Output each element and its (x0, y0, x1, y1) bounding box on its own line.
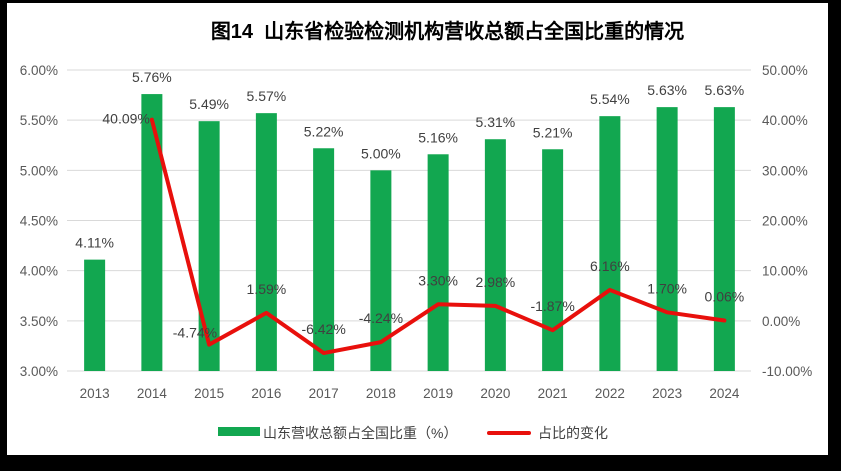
x-axis-label-2019: 2019 (423, 386, 453, 401)
x-axis-label-2024: 2024 (709, 386, 740, 401)
bar-value-label: 5.63% (705, 82, 745, 98)
x-axis-label-2022: 2022 (595, 386, 625, 401)
bar-2017 (313, 148, 335, 371)
bar-2016 (255, 113, 277, 371)
left-axis-tick-label: 4.00% (20, 264, 58, 279)
x-axis-label-2015: 2015 (194, 386, 224, 401)
right-axis-tick-label: 0.00% (762, 314, 800, 329)
bar-value-label: 5.31% (476, 114, 516, 130)
bar-2024 (713, 107, 735, 371)
bar-value-label: 5.16% (418, 129, 458, 145)
bar-2022 (599, 116, 621, 371)
line-value-label: 40.09% (102, 111, 149, 127)
bar-2018 (370, 170, 392, 371)
bar-2023 (656, 107, 678, 371)
x-axis-label-2020: 2020 (480, 386, 510, 401)
line-value-label: -1.87% (530, 298, 574, 314)
right-axis-tick-label: 20.00% (762, 214, 808, 229)
right-axis-tick-label: 50.00% (762, 63, 808, 78)
left-axis-tick-label: 6.00% (20, 63, 58, 78)
bar-2013 (84, 259, 106, 371)
left-axis-tick-label: 3.50% (20, 314, 58, 329)
x-axis-label-2013: 2013 (80, 386, 110, 401)
right-axis-tick-label: 30.00% (762, 163, 808, 178)
bar-2021 (542, 149, 564, 371)
chart-title: 图14 山东省检验检测机构营收总额占全国比重的情况 (210, 21, 685, 43)
line-value-label: 3.30% (418, 272, 458, 288)
legend-line-swatch (487, 431, 531, 435)
bar-value-label: 5.00% (361, 145, 401, 161)
left-axis-tick-label: 5.00% (20, 163, 58, 178)
line-value-label: 1.70% (647, 280, 687, 296)
bar-2015 (198, 121, 220, 371)
bar-value-label: 5.54% (590, 91, 630, 107)
left-axis-tick-label: 3.00% (20, 364, 58, 379)
left-axis-tick-label: 4.50% (20, 214, 58, 229)
line-value-label: -4.74% (173, 325, 217, 341)
chart-canvas: 图14 山东省检验检测机构营收总额占全国比重的情况 3.00% -10.00% 3.… (7, 3, 828, 455)
x-axis-label-2014: 2014 (137, 386, 168, 401)
left-axis-tick-label: 5.50% (20, 113, 58, 128)
bar-value-label: 5.63% (647, 82, 687, 98)
bar-value-label: 5.57% (247, 88, 287, 104)
line-value-label: -6.42% (301, 321, 345, 337)
line-value-label: 6.16% (590, 258, 630, 274)
right-axis-tick-label: 40.00% (762, 113, 808, 128)
x-axis-label-2021: 2021 (538, 386, 568, 401)
bar-2014 (141, 94, 163, 371)
bar-value-label: 5.22% (304, 123, 344, 139)
x-axis-label-2023: 2023 (652, 386, 682, 401)
line-value-label: 0.06% (705, 289, 745, 305)
line-value-label: 2.98% (476, 274, 516, 290)
bar-value-label: 5.76% (132, 69, 172, 85)
right-axis-tick-label: 10.00% (762, 264, 808, 279)
line-value-label: 1.59% (247, 281, 287, 297)
plot-area: 3.00% -10.00% 3.50% 0.00% 4.00% 10.00% 4.50% 20… (20, 63, 813, 401)
bar-value-label: 5.21% (533, 124, 573, 140)
bar-value-label: 4.11% (75, 235, 114, 251)
x-axis-label-2016: 2016 (251, 386, 281, 401)
bar-2019 (427, 154, 449, 371)
x-axis-label-2018: 2018 (366, 386, 396, 401)
line-value-label: -4.24% (359, 310, 403, 326)
legend-bar-swatch (218, 427, 260, 436)
bar-2020 (484, 139, 506, 371)
right-axis-tick-label: -10.00% (762, 364, 812, 379)
change-line (149, 117, 727, 356)
legend-bar-series-label: 山东营收总额占全国比重（%） (263, 425, 458, 441)
x-axis-label-2017: 2017 (309, 386, 339, 401)
legend-line-series-label: 占比的变化 (538, 425, 608, 441)
bar-value-label: 5.49% (189, 96, 229, 112)
